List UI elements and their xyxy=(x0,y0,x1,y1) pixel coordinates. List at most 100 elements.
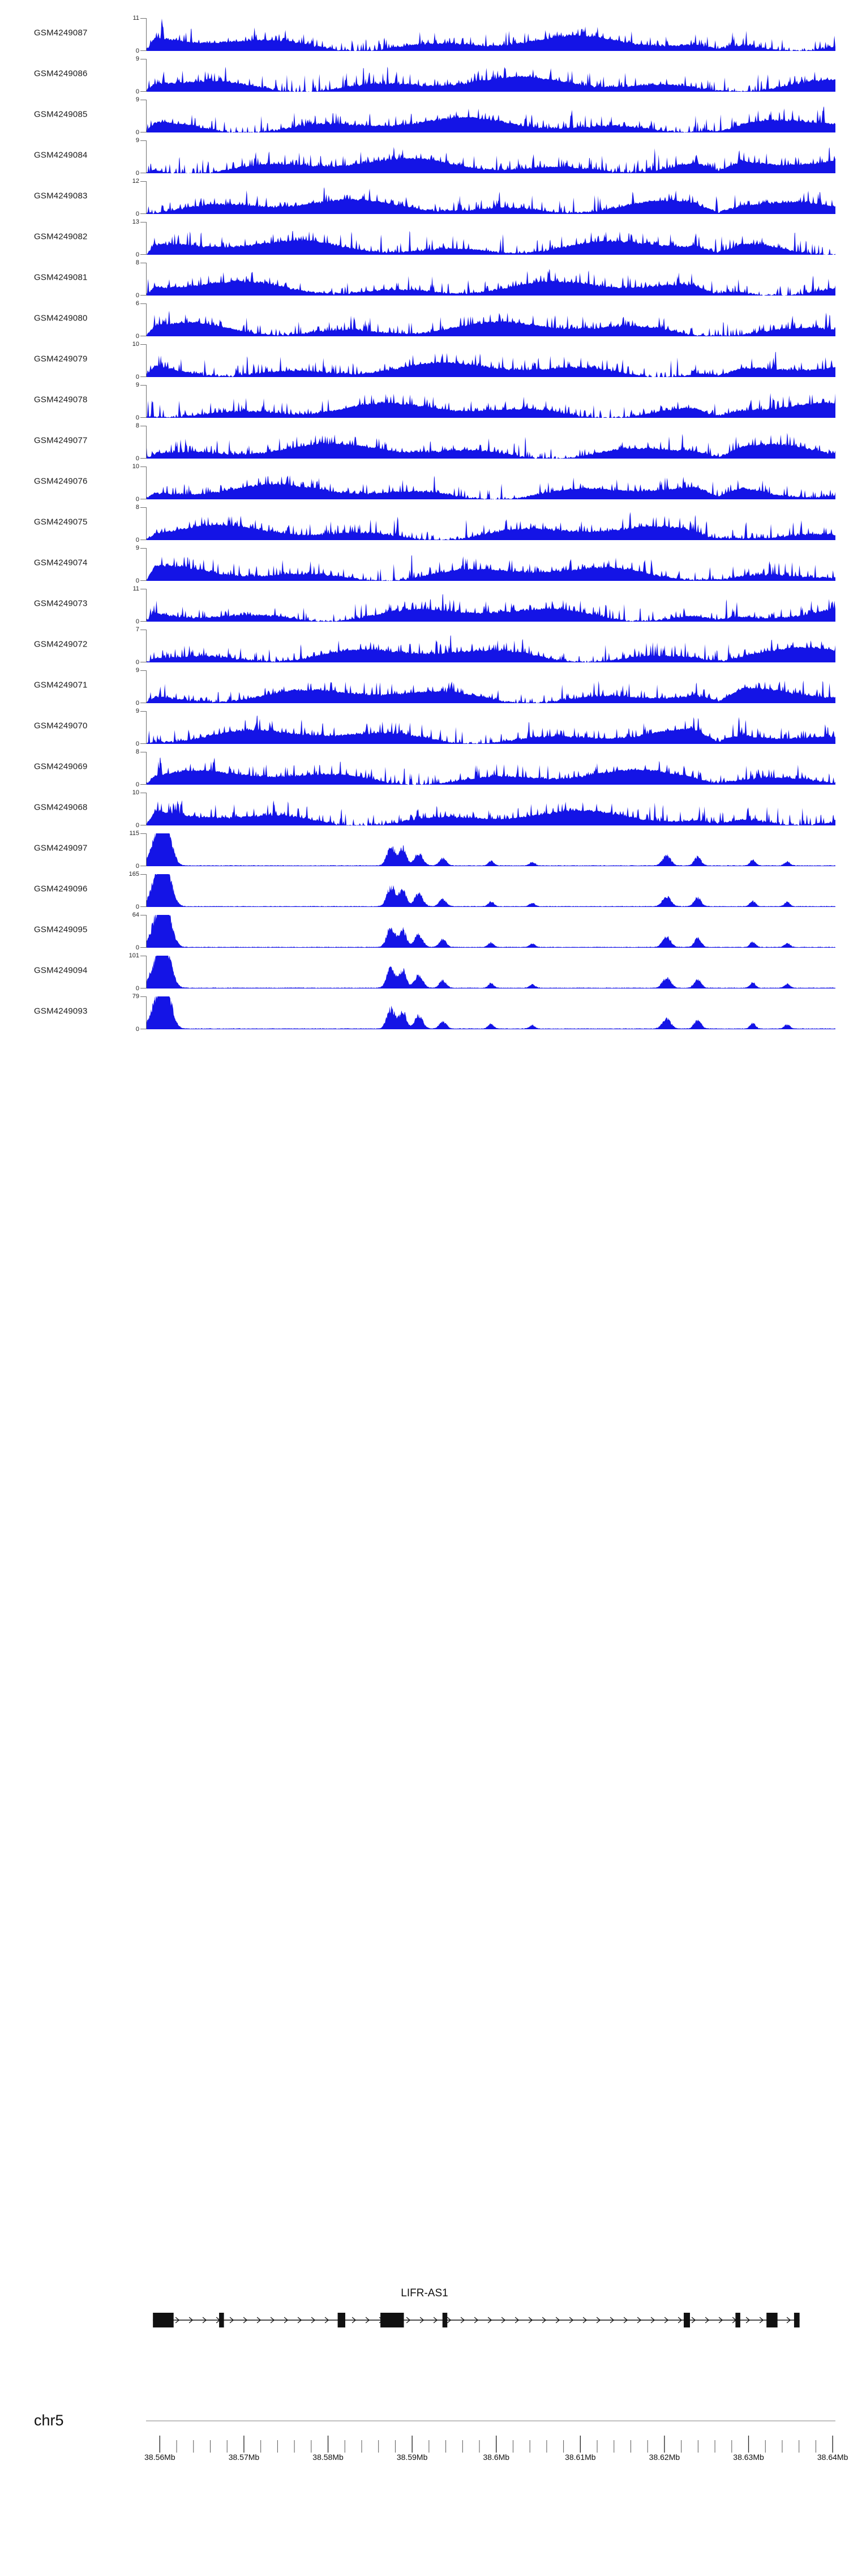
y-axis-max-label: 13 xyxy=(132,218,139,225)
coverage-track[interactable]: GSM4249095 64 0 xyxy=(0,909,849,951)
coverage-track[interactable]: GSM4249072 7 0 xyxy=(0,624,849,666)
coverage-track[interactable]: GSM4249085 9 0 xyxy=(0,94,849,136)
track-plot-area[interactable]: 79 0 xyxy=(132,993,835,1033)
coverage-track[interactable]: GSM4249077 8 0 xyxy=(0,420,849,462)
coverage-track[interactable]: GSM4249081 8 0 xyxy=(0,257,849,299)
y-axis-max-label: 115 xyxy=(129,829,139,837)
coverage-track[interactable]: GSM4249079 10 0 xyxy=(0,339,849,380)
coverage-track[interactable]: GSM4249074 9 0 xyxy=(0,542,849,584)
coverage-track[interactable]: GSM4249069 8 0 xyxy=(0,746,849,788)
track-label: GSM4249078 xyxy=(34,395,88,405)
gene-name-label: LIFR-AS1 xyxy=(401,2287,448,2299)
track-plot-area[interactable]: 10 0 xyxy=(132,341,835,380)
y-axis-min-tick xyxy=(140,254,146,255)
track-plot-area[interactable]: 13 0 xyxy=(132,219,835,258)
coverage-track[interactable]: GSM4249093 79 0 xyxy=(0,991,849,1033)
track-plot-area[interactable]: 11 0 xyxy=(133,15,835,54)
coverage-track[interactable]: GSM4249082 13 0 xyxy=(0,216,849,258)
coverage-track[interactable]: GSM4249071 9 0 xyxy=(0,665,849,707)
y-axis-max-label: 8 xyxy=(135,503,139,511)
y-axis-max-label: 64 xyxy=(132,911,139,918)
coverage-track[interactable]: GSM4249094 101 0 xyxy=(0,950,849,992)
track-label: GSM4249084 xyxy=(34,150,88,160)
coverage-track[interactable]: GSM4249076 10 0 xyxy=(0,461,849,503)
coverage-area-path xyxy=(147,800,835,825)
coverage-track[interactable]: GSM4249075 8 0 xyxy=(0,502,849,544)
y-axis-min-tick xyxy=(140,91,146,92)
coordinate-tick-label: 38.58Mb xyxy=(312,2453,344,2462)
coverage-track[interactable]: GSM4249087 11 0 xyxy=(0,12,849,54)
track-y-axis xyxy=(146,589,147,622)
y-axis-min-tick xyxy=(140,295,146,296)
track-label: GSM4249083 xyxy=(34,191,88,201)
track-label: GSM4249087 xyxy=(34,28,88,38)
track-plot-area[interactable]: 115 0 xyxy=(129,830,835,870)
y-axis-max-tick xyxy=(140,996,146,997)
coverage-area-path xyxy=(147,635,835,662)
coverage-track[interactable]: GSM4249078 9 0 xyxy=(0,379,849,421)
coverage-track[interactable]: GSM4249070 9 0 xyxy=(0,705,849,747)
y-axis-min-label: 0 xyxy=(135,658,139,666)
coverage-area-path xyxy=(147,187,835,214)
track-y-axis xyxy=(146,507,147,540)
y-axis-max-label: 9 xyxy=(135,96,139,103)
coverage-track[interactable]: GSM4249096 165 0 xyxy=(0,868,849,910)
coverage-area-path xyxy=(147,106,835,132)
track-plot-area[interactable]: 10 0 xyxy=(132,789,835,829)
coordinate-tick-label: 38.57Mb xyxy=(228,2453,260,2462)
y-axis-max-label: 9 xyxy=(135,136,139,144)
track-plot-area[interactable]: 11 0 xyxy=(133,585,835,625)
track-plot-area[interactable]: 10 0 xyxy=(132,463,835,503)
coordinate-tick-label: 38.59Mb xyxy=(396,2453,428,2462)
coverage-track[interactable]: GSM4249073 11 0 xyxy=(0,583,849,625)
coverage-area-path xyxy=(147,915,835,948)
track-label: GSM4249073 xyxy=(34,598,88,609)
coverage-area-path xyxy=(147,18,835,51)
y-axis-min-label: 0 xyxy=(135,47,139,54)
y-axis-min-label: 0 xyxy=(135,495,139,503)
y-axis-min-label: 0 xyxy=(135,944,139,951)
coordinate-tick-label: 38.6Mb xyxy=(483,2453,510,2462)
coverage-area-path xyxy=(147,433,835,459)
track-y-axis xyxy=(146,996,147,1029)
gene-model-track[interactable] xyxy=(146,2309,835,2331)
track-y-axis xyxy=(146,263,147,296)
coverage-area-path xyxy=(147,147,835,173)
coordinate-tick-label: 38.64Mb xyxy=(817,2453,848,2462)
coverage-track[interactable]: GSM4249086 9 0 xyxy=(0,53,849,95)
y-axis-max-label: 12 xyxy=(132,177,139,185)
chromosome-label: chr5 xyxy=(34,2412,64,2429)
track-label: GSM4249081 xyxy=(34,272,88,283)
track-y-axis xyxy=(146,956,147,989)
coverage-track[interactable]: GSM4249084 9 0 xyxy=(0,135,849,177)
y-axis-max-label: 11 xyxy=(132,14,139,22)
track-plot-area[interactable]: 101 0 xyxy=(129,952,835,992)
coverage-track[interactable]: GSM4249080 6 0 xyxy=(0,298,849,340)
coverage-track[interactable]: GSM4249083 12 0 xyxy=(0,176,849,217)
track-plot-area[interactable]: 165 0 xyxy=(129,871,835,910)
track-plot-area[interactable]: 64 0 xyxy=(132,912,835,951)
track-label: GSM4249082 xyxy=(34,232,88,242)
y-axis-min-tick xyxy=(140,947,146,948)
coverage-track[interactable]: GSM4249068 10 0 xyxy=(0,787,849,829)
y-axis-min-tick xyxy=(140,784,146,785)
y-axis-max-tick xyxy=(140,874,146,875)
track-y-axis xyxy=(146,140,147,173)
coverage-area-path xyxy=(147,555,835,581)
coverage-track[interactable]: GSM4249097 115 0 xyxy=(0,828,849,870)
track-plot-area[interactable]: 12 0 xyxy=(132,178,835,217)
coverage-area-path xyxy=(147,594,835,622)
